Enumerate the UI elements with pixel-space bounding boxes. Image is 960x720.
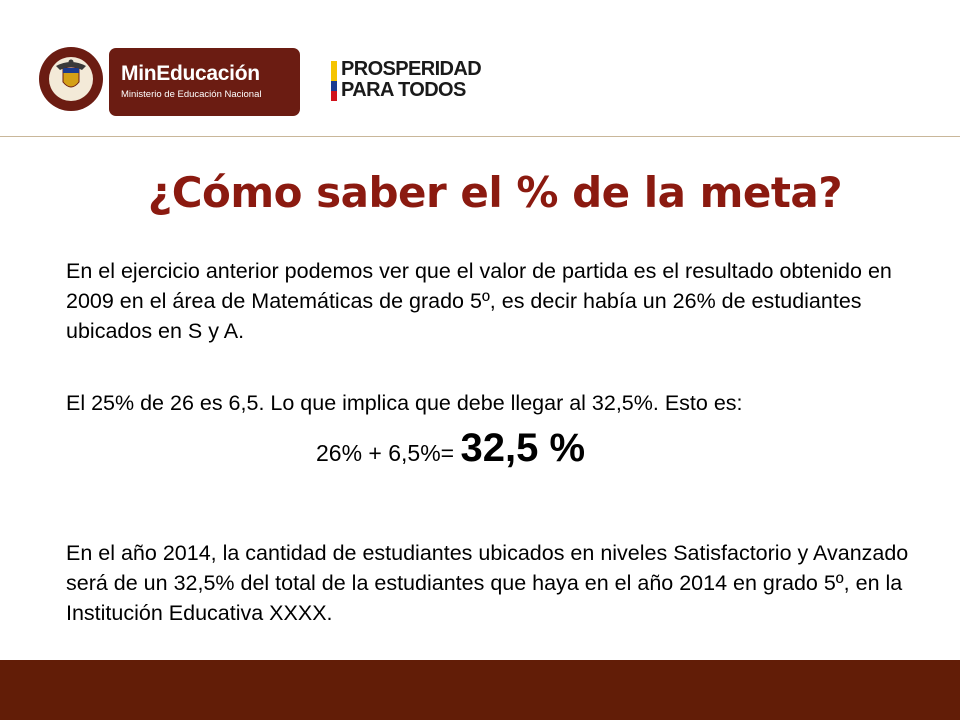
slide-title: ¿Cómo saber el % de la meta? — [147, 168, 843, 217]
colombia-flag-icon — [331, 61, 337, 101]
colombia-seal-icon — [39, 47, 103, 111]
slogan-line-2: PARA TODOS — [341, 79, 466, 101]
prosperidad-logo: PROSPERIDAD PARA TODOS — [341, 58, 482, 101]
formula: 26% + 6,5%= 32,5 % — [316, 426, 585, 471]
slide-footer-bar — [0, 660, 960, 720]
header-divider — [0, 136, 960, 137]
slogan-line-1: PROSPERIDAD — [341, 58, 482, 80]
formula-left: 26% + 6,5%= — [316, 440, 461, 466]
formula-result: 32,5 % — [460, 426, 586, 470]
paragraph-starting-value: En el ejercicio anterior podemos ver que… — [66, 259, 892, 343]
mineducacion-logo: MinEducación Ministerio de Educación Nac… — [109, 48, 300, 116]
slide-header: MinEducación Ministerio de Educación Nac… — [0, 0, 960, 136]
brand-subtitle: Ministerio de Educación Nacional — [121, 89, 262, 100]
brand-title: MinEducación — [121, 62, 260, 85]
paragraph-target-2014: En el año 2014, la cantidad de estudiant… — [66, 541, 909, 625]
paragraph-calculation: El 25% de 26 es 6,5. Lo que implica que … — [66, 391, 743, 415]
